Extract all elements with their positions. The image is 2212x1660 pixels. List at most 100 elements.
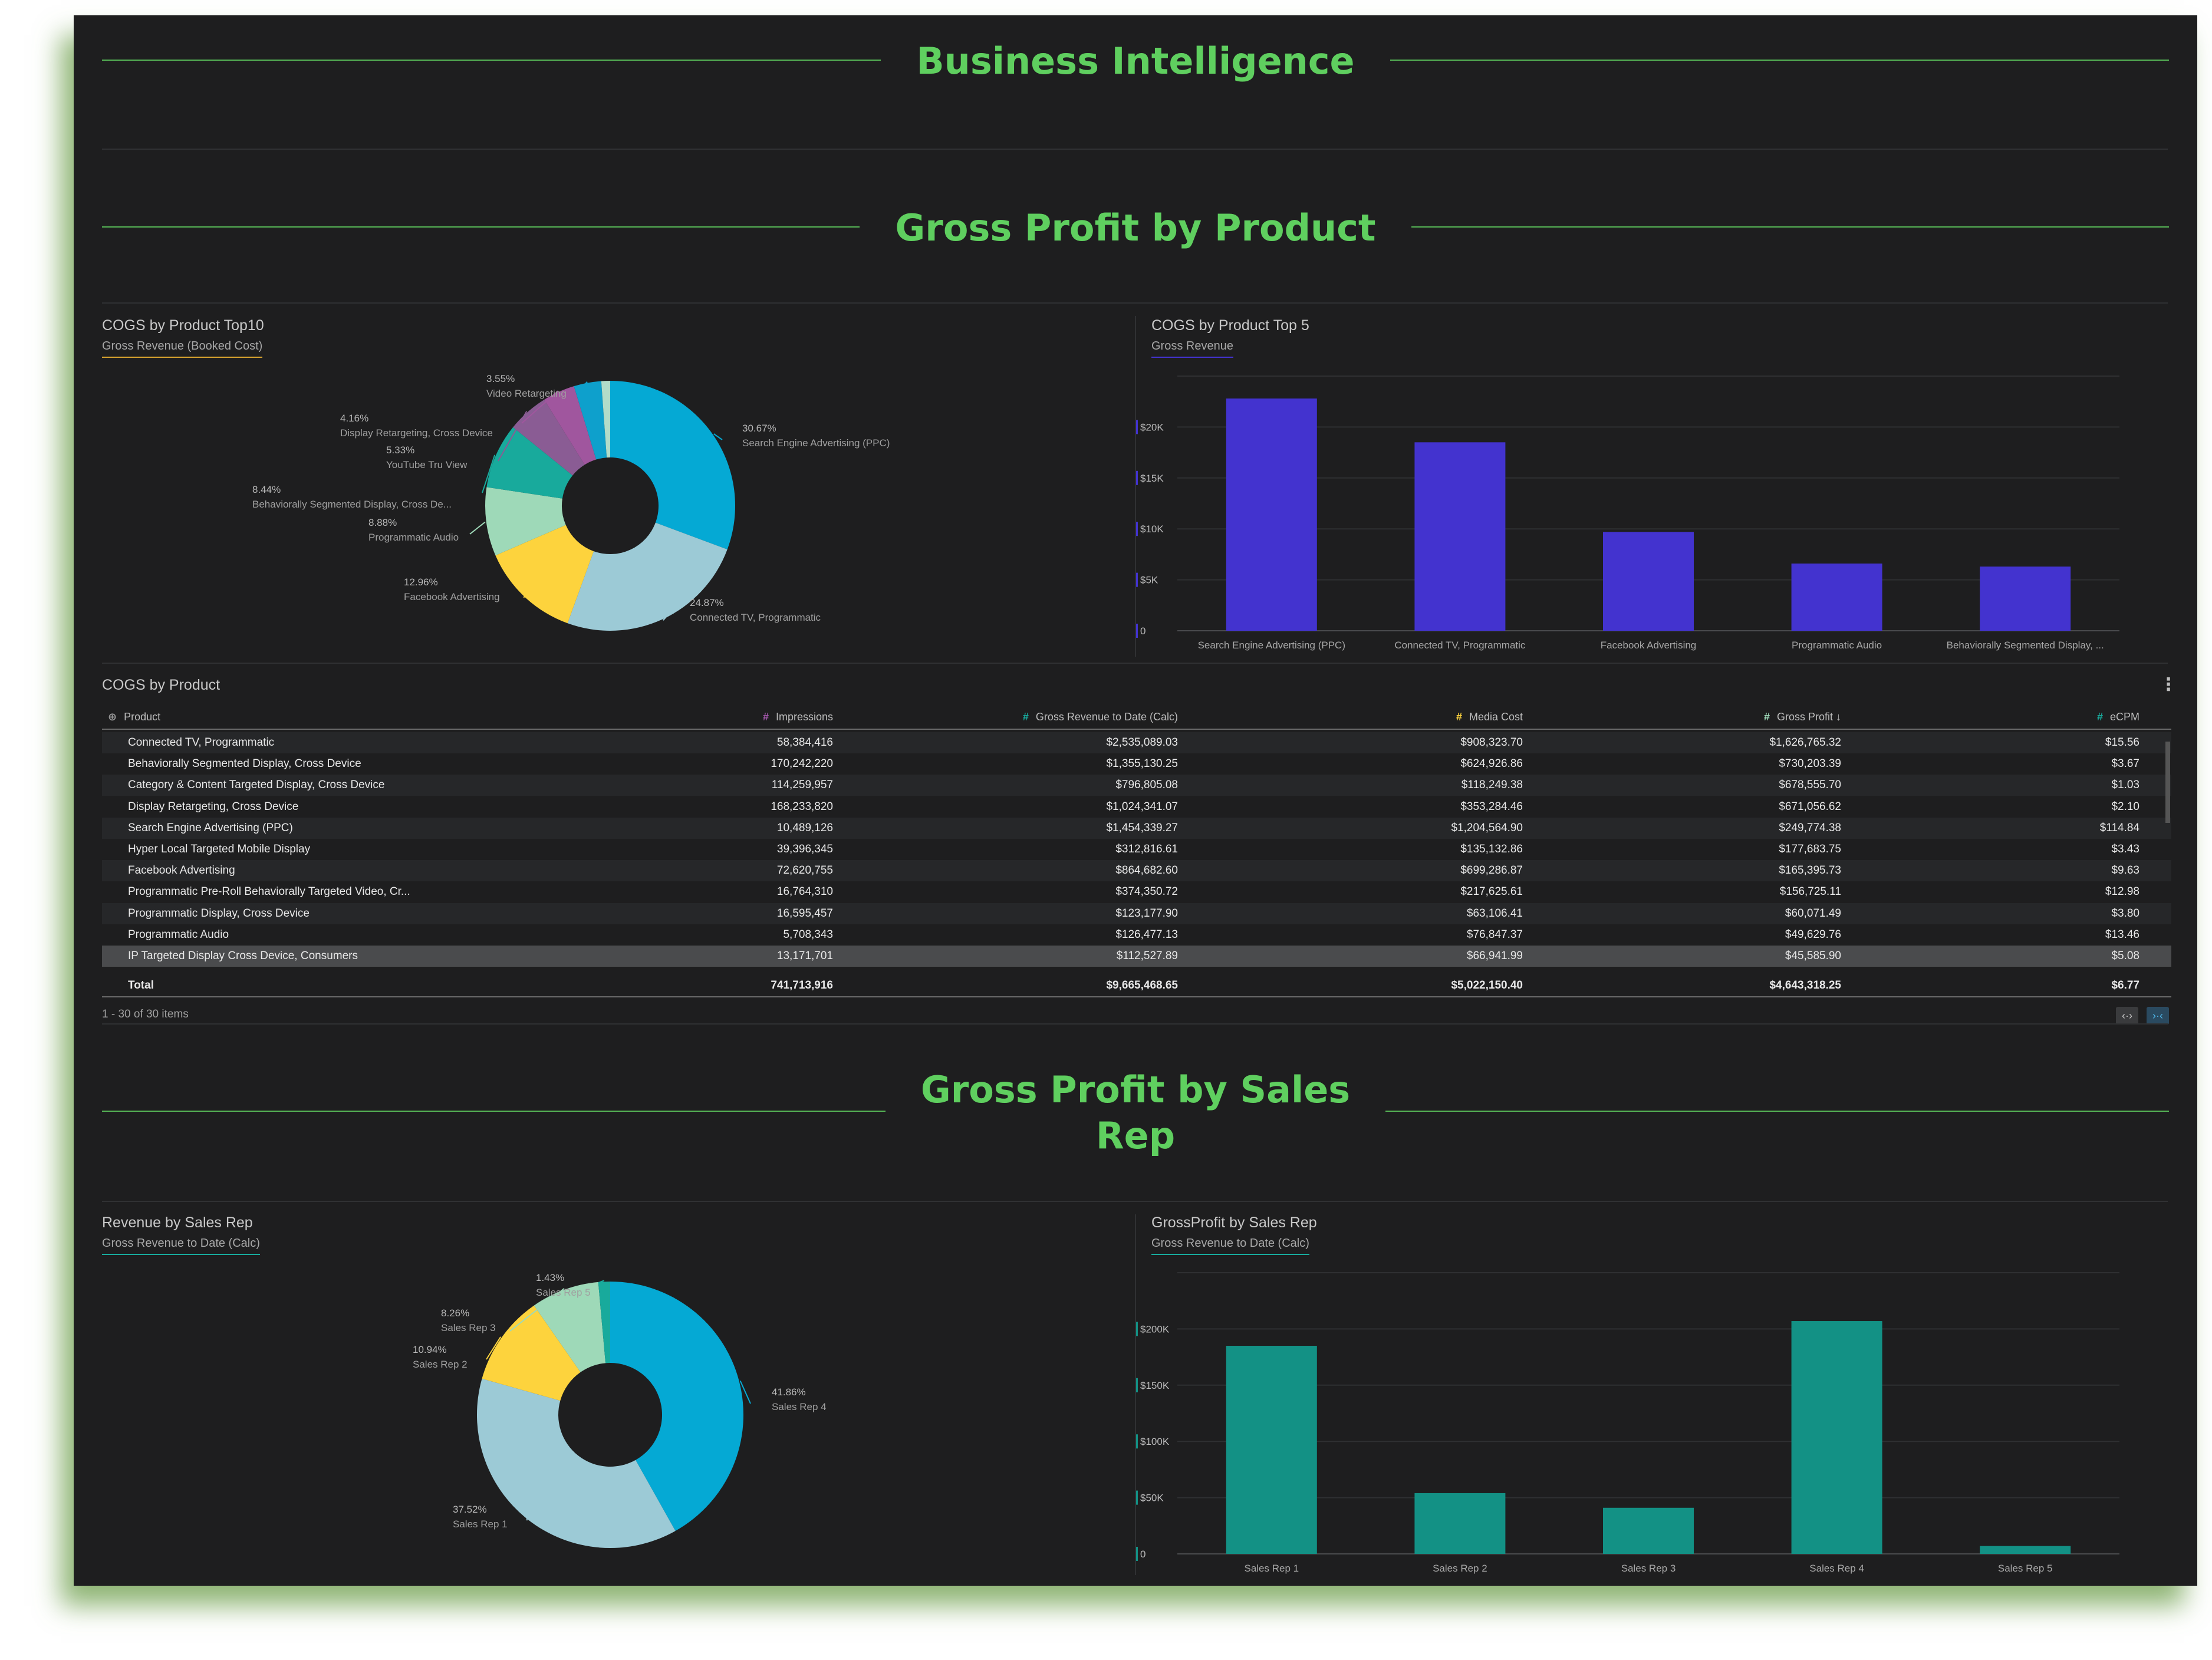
- column-header-gross-revenue[interactable]: # Gross Revenue to Date (Calc): [1022, 711, 1178, 723]
- table-cell-media-cost: $217,625.61: [1460, 885, 1523, 898]
- pie-slice-sales-rep-3[interactable]: [534, 1282, 606, 1372]
- bar-programmatic-audio[interactable]: [1791, 563, 1882, 631]
- pie-slice-display-retargeting-cross-device[interactable]: [544, 386, 597, 465]
- y-tick-marker: [1136, 1490, 1138, 1505]
- bar-facebook-advertising[interactable]: [1603, 532, 1694, 631]
- pie-slice-youtube-tru-view[interactable]: [513, 399, 585, 476]
- table-cell-product: Display Retargeting, Cross Device: [128, 800, 299, 813]
- table-row[interactable]: Programmatic Audio 5,708,343 $126,477.13 $7…: [102, 924, 2171, 946]
- table-row[interactable]: Programmatic Display, Cross Device 16,595…: [102, 903, 2171, 924]
- table-cell-impressions: 5,708,343: [783, 928, 833, 941]
- y-tick-label: $20K: [1140, 421, 1164, 433]
- table-cell-gross-profit: $49,629.76: [1785, 928, 1841, 941]
- pie-category-label: Video Retargeting: [486, 388, 567, 399]
- table-row[interactable]: Programmatic Pre-Roll Behaviorally Targe…: [102, 881, 2171, 903]
- bar-sales-rep-1[interactable]: [1226, 1346, 1317, 1554]
- column-header-ecpm[interactable]: # eCPM: [2096, 711, 2139, 723]
- table-cell-gross-revenue-to-date-calc: $112,527.89: [1116, 950, 1178, 962]
- pie-slice-facebook-advertising[interactable]: [495, 525, 594, 624]
- more-options-icon[interactable]: ⋮: [2160, 675, 2177, 694]
- y-tick-marker: [1136, 572, 1138, 587]
- pie-category-label: Display Retargeting, Cross Device: [340, 427, 493, 439]
- pie-percent-label: 1.43%: [536, 1272, 564, 1283]
- pie-slice-sales-rep-5[interactable]: [598, 1282, 610, 1363]
- pie-slice-other[interactable]: [601, 381, 610, 458]
- column-header-product[interactable]: ⊕ Product: [108, 711, 161, 723]
- expand-columns-icon[interactable]: ‹·›: [2116, 1007, 2138, 1025]
- y-tick-badge: [1136, 624, 1148, 638]
- table-row[interactable]: Connected TV, Programmatic 58,384,416 $2,5…: [102, 732, 2171, 753]
- pie-slice-sales-rep-4[interactable]: [610, 1282, 743, 1531]
- table-row[interactable]: Search Engine Advertising (PPC) 10,489,12…: [102, 817, 2171, 839]
- sort-desc-icon[interactable]: ↓: [1836, 711, 1841, 723]
- pie-slice-sales-rep-1[interactable]: [477, 1378, 676, 1548]
- y-tick-marker: [1136, 1434, 1138, 1449]
- bar-sales-rep-4[interactable]: [1791, 1321, 1882, 1554]
- pie-slice-connected-tv-programmatic[interactable]: [567, 522, 728, 631]
- table-cell-gross-revenue-to-date-calc: $2,535,089.03: [1106, 736, 1178, 749]
- total-ecpm: $6.77: [2111, 979, 2139, 992]
- bar-search-engine-advertising-ppc[interactable]: [1226, 398, 1317, 631]
- table-cell-media-cost: $76,847.37: [1466, 928, 1523, 941]
- pie-category-label: YouTube Tru View: [386, 459, 468, 470]
- pie-percent-label: 3.55%: [486, 373, 515, 384]
- table-row[interactable]: Facebook Advertising 72,620,755 $864,682.6…: [102, 860, 2171, 882]
- table-total-row: Total 741,713,916 $9,665,468.65 $5,022,1…: [102, 975, 2171, 996]
- x-tick-label: Search Engine Advertising (PPC): [1198, 640, 1345, 651]
- y-tick-label: 0: [1140, 1549, 1146, 1560]
- bar-behaviorally-segmented-display[interactable]: [1980, 566, 2071, 631]
- pie-leader-facebook-advertising: [523, 592, 527, 598]
- table-row[interactable]: Display Retargeting, Cross Device 168,233…: [102, 796, 2171, 818]
- table-cell-impressions: 13,171,701: [776, 950, 833, 962]
- widget-subtitle-cogs-top10: Gross Revenue (Booked Cost): [102, 340, 263, 358]
- table-cell-impressions: 16,764,310: [776, 885, 833, 898]
- pie-slice-sales-rep-2[interactable]: [482, 1305, 581, 1401]
- pie-slice-search-engine-advertising-ppc[interactable]: [610, 381, 736, 549]
- hash-icon: #: [1022, 711, 1029, 723]
- table-cell-impressions: 168,233,820: [771, 800, 833, 813]
- table-cell-ecpm: $13.46: [2105, 928, 2139, 941]
- pie-percent-label: 12.96%: [404, 577, 438, 588]
- y-tick-badge: [1136, 572, 1160, 587]
- x-tick-label: Sales Rep 5: [1998, 1563, 2053, 1574]
- y-tick-badge: [1136, 1547, 1148, 1561]
- y-tick-label: $5K: [1140, 575, 1158, 586]
- bar-sales-rep-2[interactable]: [1414, 1493, 1506, 1554]
- table-row[interactable]: Hyper Local Targeted Mobile Display 39,39…: [102, 839, 2171, 860]
- y-tick-label: $15K: [1140, 473, 1164, 484]
- y-tick-badge: [1136, 1490, 1166, 1505]
- y-tick-label: $100K: [1140, 1436, 1170, 1447]
- y-tick-label: 0: [1140, 625, 1146, 637]
- table-row[interactable]: IP Targeted Display Cross Device, Consum…: [102, 946, 2171, 967]
- bar-sales-rep-5[interactable]: [1980, 1546, 2071, 1554]
- pie-leader-sales-rep-5: [598, 1280, 605, 1283]
- table-row[interactable]: Behaviorally Segmented Display, Cross De…: [102, 753, 2171, 775]
- pie-leader-video-retargeting: [581, 381, 588, 388]
- bar-sales-rep-3[interactable]: [1603, 1507, 1694, 1554]
- pie-category-label: Sales Rep 4: [772, 1401, 827, 1412]
- column-header-gross-profit[interactable]: # Gross Profit ↓: [1763, 711, 1841, 723]
- table-cell-product: Programmatic Audio: [128, 928, 229, 941]
- pie-slice-video-retargeting[interactable]: [574, 381, 607, 460]
- widget-title-cogs-top5: COGS by Product Top 5: [1151, 317, 1309, 334]
- scrollbar-thumb[interactable]: [2165, 742, 2170, 823]
- section-title-product: Gross Profit by Product: [74, 205, 2197, 251]
- table-cell-media-cost: $63,106.41: [1466, 907, 1523, 920]
- dashboard-title: Business Intelligence: [74, 38, 2197, 84]
- table-row[interactable]: Category & Content Targeted Display, Cro…: [102, 775, 2171, 796]
- table-cell-media-cost: $699,286.87: [1460, 864, 1523, 877]
- table-cell-gross-profit: $45,585.90: [1785, 950, 1841, 962]
- title-rule-right: [1367, 60, 2169, 61]
- fit-columns-icon[interactable]: ›·‹: [2147, 1007, 2169, 1025]
- column-header-media-cost[interactable]: # Media Cost: [1456, 711, 1523, 723]
- table-cell-ecpm: $12.98: [2105, 885, 2139, 898]
- bar-connected-tv-programmatic[interactable]: [1414, 442, 1506, 631]
- column-header-impressions[interactable]: # Impressions: [762, 711, 833, 723]
- divider: [102, 1023, 2168, 1025]
- table-cell-gross-revenue-to-date-calc: $864,682.60: [1115, 864, 1178, 877]
- table-cell-ecpm: $15.56: [2105, 736, 2139, 749]
- y-tick-marker: [1136, 470, 1138, 485]
- y-tick-badge: [1136, 470, 1166, 485]
- pie-slice-behaviorally-segmented-display-cross-de[interactable]: [486, 427, 573, 499]
- pie-slice-programmatic-audio[interactable]: [485, 487, 566, 556]
